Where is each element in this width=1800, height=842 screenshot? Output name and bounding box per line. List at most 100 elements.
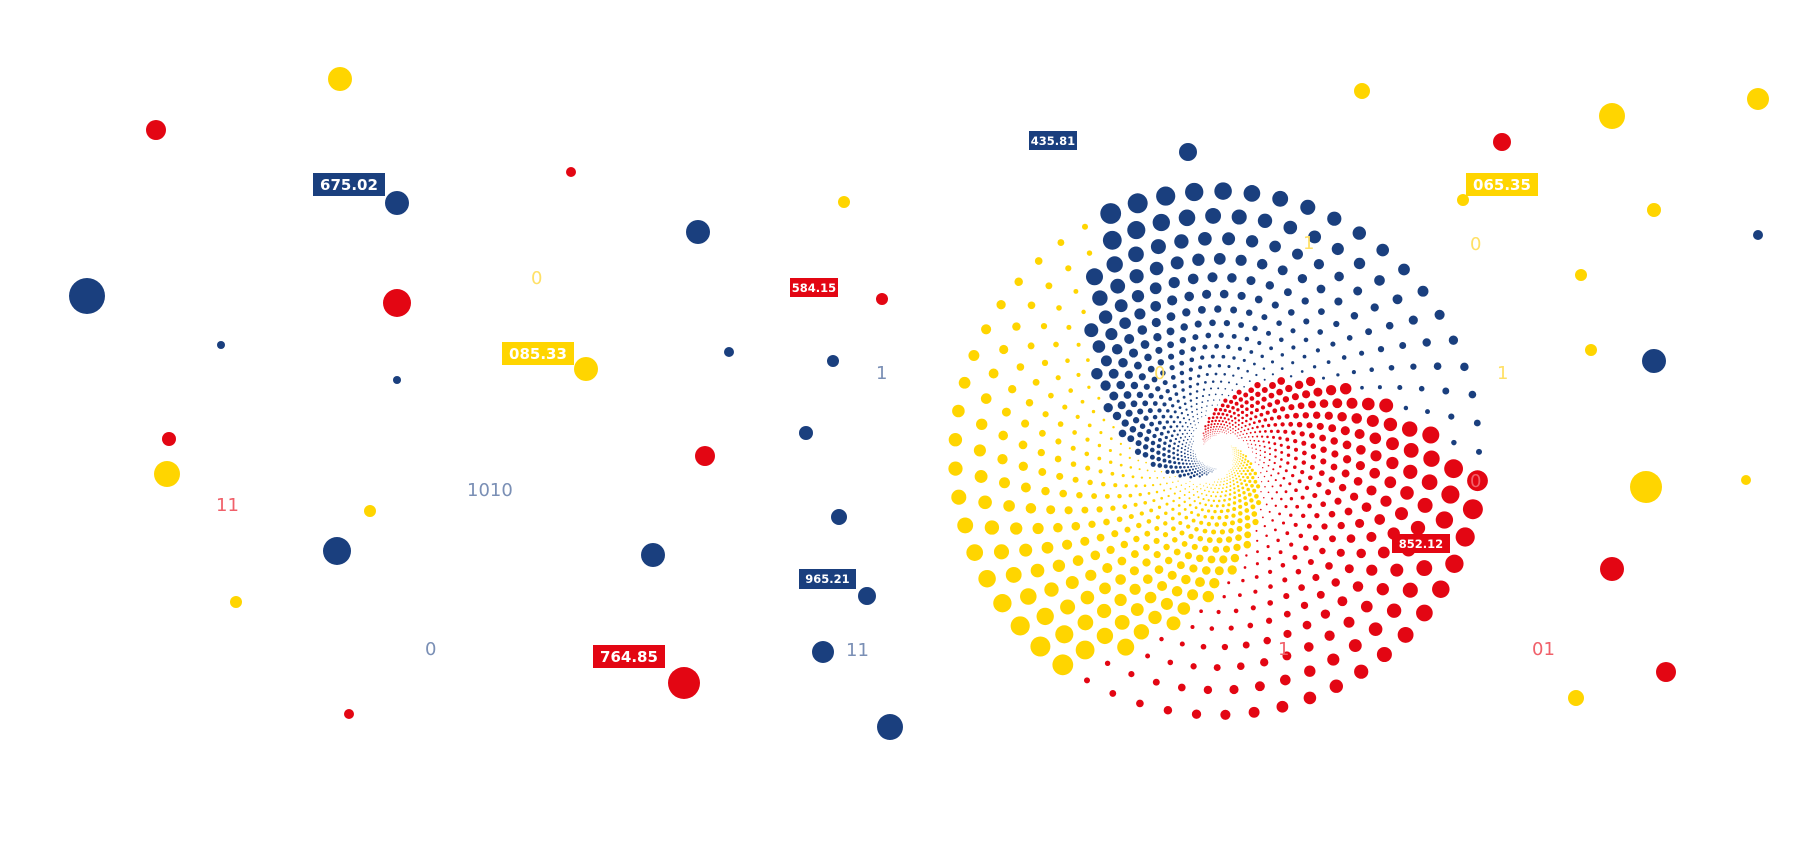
dot (1319, 399, 1329, 408)
dot (1225, 430, 1227, 432)
dot (978, 495, 992, 510)
dot (1056, 305, 1062, 311)
dot (230, 596, 242, 608)
dot (1208, 483, 1211, 485)
dot (1214, 566, 1224, 576)
dot (1081, 506, 1089, 514)
binary-digit: 0 (1154, 363, 1166, 384)
dot (1247, 428, 1250, 431)
dot (1199, 469, 1202, 471)
dot (1136, 522, 1142, 529)
dot (1242, 440, 1244, 442)
dot (1204, 489, 1206, 492)
binary-digit: 01 (1532, 639, 1555, 660)
dot (1131, 289, 1145, 303)
dot (1370, 303, 1379, 312)
dot (1310, 454, 1317, 460)
dot (1176, 453, 1179, 456)
dot (1229, 488, 1232, 492)
dot (1435, 511, 1454, 529)
dot (1248, 380, 1251, 383)
dot (1395, 507, 1408, 521)
dot (1220, 709, 1231, 720)
dot (1171, 470, 1175, 474)
dot (1111, 344, 1123, 355)
dot (1055, 375, 1061, 381)
dot (1299, 431, 1305, 437)
dot (1425, 409, 1430, 415)
dot (1252, 325, 1258, 332)
dot (1102, 230, 1122, 250)
dot (1062, 539, 1073, 550)
dot (1213, 481, 1216, 483)
dot (1170, 256, 1184, 270)
dot (1229, 485, 1232, 487)
dot (1432, 580, 1450, 598)
dot (1117, 401, 1126, 410)
dot (1204, 381, 1207, 384)
dot (1167, 341, 1174, 349)
dot (1176, 457, 1180, 461)
dot (1272, 408, 1278, 414)
dot (1194, 527, 1199, 532)
dot (1346, 397, 1358, 409)
dot (1236, 481, 1239, 484)
dot (1238, 499, 1242, 503)
dot (1260, 405, 1266, 410)
dot (1197, 374, 1201, 378)
dot (1397, 384, 1403, 391)
dot (1219, 529, 1226, 535)
dot (1204, 428, 1207, 431)
dot (1162, 425, 1166, 430)
dot (1147, 408, 1153, 414)
dot (1146, 469, 1149, 472)
dot (1207, 429, 1210, 432)
dot (1213, 509, 1217, 514)
dot (1064, 506, 1073, 515)
dot (1230, 432, 1232, 435)
dot (1177, 480, 1179, 482)
dot (1138, 468, 1141, 471)
dot (1114, 299, 1128, 313)
dot (1210, 469, 1212, 471)
dot (1146, 429, 1152, 434)
dot (1205, 435, 1208, 438)
dot (973, 444, 986, 457)
dot (1148, 392, 1154, 399)
dot (1205, 414, 1207, 416)
dot (1392, 294, 1403, 305)
dot (1642, 349, 1666, 373)
dot (1188, 435, 1191, 438)
dot (1132, 417, 1140, 424)
dot (1256, 425, 1259, 429)
dot (1222, 521, 1228, 527)
dot (1295, 568, 1302, 575)
dot (1269, 429, 1273, 433)
dot (1229, 684, 1239, 695)
dot (1161, 414, 1166, 419)
dot (1303, 545, 1309, 551)
dot (1340, 426, 1350, 436)
dot (1331, 450, 1339, 458)
dot (1192, 253, 1205, 266)
dot (1280, 422, 1285, 427)
binary-digit: 0 (1470, 234, 1482, 255)
dot (1169, 415, 1173, 419)
dot (1267, 491, 1270, 494)
dot (1284, 413, 1290, 419)
dot (1293, 412, 1299, 419)
dot (1278, 337, 1284, 343)
dot (1162, 447, 1166, 451)
dot (1306, 523, 1312, 529)
dot (1271, 485, 1274, 488)
dot (1250, 443, 1253, 445)
dot (1157, 408, 1162, 413)
dot (1205, 473, 1208, 476)
dot (1163, 543, 1170, 551)
dot (1233, 448, 1235, 451)
dot (1143, 383, 1150, 390)
dot (1208, 393, 1211, 396)
dot (1147, 492, 1151, 495)
dot (1204, 503, 1207, 507)
dot (1236, 366, 1240, 370)
